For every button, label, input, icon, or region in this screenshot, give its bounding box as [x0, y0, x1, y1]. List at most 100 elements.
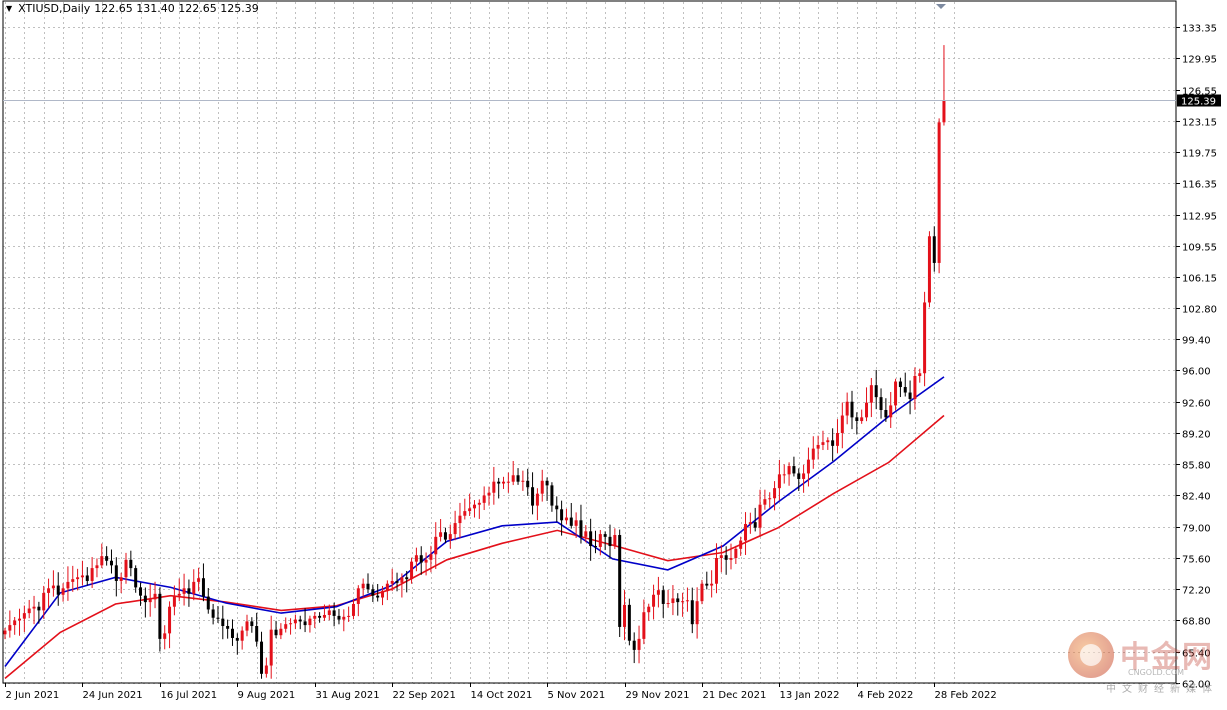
- candle-body: [937, 122, 941, 263]
- candle-body: [632, 640, 636, 650]
- candle-body: [729, 557, 733, 560]
- x-tick-label: 28 Feb 2022: [935, 690, 997, 701]
- candle-body: [502, 481, 506, 484]
- candle-body: [76, 577, 80, 580]
- candle-body: [129, 559, 133, 569]
- candle-body: [192, 581, 196, 594]
- candle-body: [734, 548, 738, 558]
- x-tick-label: 13 Jan 2022: [780, 690, 840, 701]
- candle-body: [797, 473, 801, 479]
- candle-body: [245, 621, 249, 631]
- candle-body: [879, 397, 883, 411]
- candle-body: [908, 392, 912, 399]
- candle-body: [695, 601, 699, 625]
- candle-body: [71, 579, 75, 582]
- candle-body: [250, 621, 254, 627]
- y-tick-label: 133.35: [1182, 24, 1217, 35]
- candle-body: [114, 565, 118, 581]
- candle-body: [371, 589, 375, 596]
- x-tick-label: 9 Aug 2021: [238, 690, 296, 701]
- candle-body: [119, 577, 123, 581]
- candle-body: [903, 387, 907, 393]
- candle-body: [564, 517, 568, 521]
- candle-body: [865, 402, 869, 418]
- candle-body: [845, 401, 849, 416]
- y-tick-label: 68.80: [1182, 617, 1211, 628]
- candle-body: [289, 623, 293, 625]
- candle-body: [705, 583, 709, 586]
- candle-body: [603, 534, 607, 537]
- candle-body: [492, 481, 496, 493]
- candle-body: [468, 508, 472, 512]
- candle-body: [405, 577, 409, 580]
- candles: [3, 45, 946, 679]
- last-price-badge: [1177, 94, 1221, 107]
- candle-body: [66, 581, 70, 589]
- candle-body: [410, 561, 414, 580]
- candle-body: [206, 596, 210, 610]
- candle-body: [56, 585, 60, 595]
- candle-body: [806, 459, 810, 474]
- candle-body: [932, 236, 936, 263]
- candle-body: [656, 590, 660, 595]
- candle-body: [264, 665, 268, 674]
- ma-fast-line: [4, 376, 945, 667]
- candle-body: [85, 575, 89, 581]
- y-tick-label: 85.80: [1182, 461, 1211, 472]
- candle-body: [419, 555, 423, 563]
- candle-body: [414, 555, 418, 562]
- candle-body: [816, 444, 820, 449]
- x-tick-label: 2 Jun 2021: [6, 690, 60, 701]
- candle-body: [579, 520, 583, 537]
- candle-body: [153, 593, 157, 600]
- candle-body: [395, 580, 399, 583]
- candle-body: [211, 609, 215, 618]
- candle-body: [22, 613, 26, 619]
- y-tick-label: 89.20: [1182, 430, 1211, 441]
- candle-body: [840, 415, 844, 433]
- candle-body: [768, 498, 772, 500]
- candle-body: [753, 522, 757, 528]
- candle-body: [458, 515, 462, 524]
- collapse-triangle-icon[interactable]: ▼: [6, 4, 13, 13]
- candle-body: [593, 546, 597, 548]
- y-tick-label: 109.55: [1182, 243, 1217, 254]
- watermark-subtitle: 中文财经新媒体: [1106, 684, 1218, 695]
- candle-body: [540, 480, 544, 494]
- candle-body: [143, 595, 147, 603]
- candle-body: [773, 488, 777, 499]
- candle-body: [560, 509, 564, 521]
- candle-body: [182, 588, 186, 594]
- candle-body: [337, 615, 341, 620]
- candle-body: [361, 583, 365, 589]
- grid-lines: [3, 2, 1176, 684]
- candle-body: [831, 440, 835, 446]
- candle-body: [105, 556, 109, 561]
- candle-body: [197, 578, 201, 582]
- candle-body: [172, 595, 176, 607]
- candle-body: [792, 466, 796, 474]
- candle-body: [429, 554, 433, 560]
- candle-body: [574, 520, 578, 526]
- candle-body: [652, 594, 656, 607]
- candle-body: [342, 616, 346, 620]
- candle-body: [835, 432, 839, 446]
- candle-body: [434, 536, 438, 555]
- candle-body: [284, 624, 288, 629]
- candle-body: [627, 604, 631, 641]
- y-tick-label: 75.60: [1182, 555, 1211, 566]
- y-tick-label: 123.15: [1182, 118, 1217, 129]
- candle-body: [109, 560, 113, 566]
- candle-body: [521, 480, 525, 482]
- x-tick-label: 24 Jun 2021: [83, 690, 143, 701]
- candle-body: [400, 577, 404, 583]
- x-tick-label: 21 Dec 2021: [703, 690, 767, 701]
- x-tick-label: 14 Oct 2021: [471, 690, 533, 701]
- candle-body: [351, 603, 355, 616]
- candle-body: [869, 385, 873, 403]
- candle-body: [274, 629, 278, 636]
- candle-body: [685, 600, 689, 602]
- candle-body: [163, 633, 167, 639]
